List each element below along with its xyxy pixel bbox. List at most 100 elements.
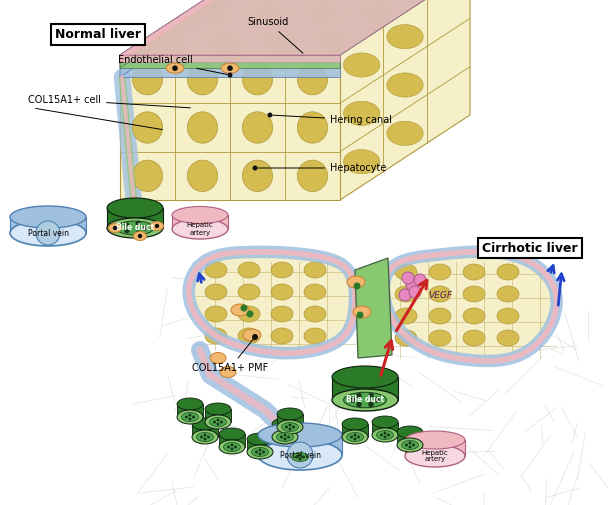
Ellipse shape — [258, 440, 342, 470]
Ellipse shape — [210, 352, 226, 364]
Text: Sinusoid: Sinusoid — [247, 17, 303, 53]
Ellipse shape — [304, 306, 326, 322]
Ellipse shape — [252, 334, 258, 340]
Ellipse shape — [230, 443, 233, 446]
Ellipse shape — [272, 418, 298, 430]
Polygon shape — [405, 440, 465, 456]
Ellipse shape — [297, 112, 328, 143]
Ellipse shape — [287, 442, 313, 468]
Ellipse shape — [221, 63, 239, 73]
Ellipse shape — [287, 438, 313, 450]
Ellipse shape — [405, 445, 465, 467]
Text: Cirrhotic liver: Cirrhotic liver — [482, 241, 578, 255]
Ellipse shape — [155, 224, 159, 228]
Ellipse shape — [395, 286, 417, 302]
Ellipse shape — [344, 392, 387, 408]
Ellipse shape — [252, 166, 258, 171]
Ellipse shape — [188, 418, 192, 421]
Ellipse shape — [380, 433, 383, 436]
Ellipse shape — [368, 401, 374, 407]
Ellipse shape — [247, 445, 273, 459]
Ellipse shape — [289, 428, 291, 430]
Ellipse shape — [205, 262, 227, 278]
Ellipse shape — [344, 149, 380, 174]
Polygon shape — [192, 424, 218, 437]
Ellipse shape — [271, 328, 293, 344]
Polygon shape — [120, 0, 470, 55]
Ellipse shape — [156, 32, 183, 49]
Ellipse shape — [463, 264, 485, 280]
Ellipse shape — [247, 433, 273, 445]
Polygon shape — [384, 251, 556, 361]
Ellipse shape — [395, 264, 417, 280]
Ellipse shape — [205, 403, 231, 415]
Ellipse shape — [172, 66, 178, 71]
Ellipse shape — [216, 419, 219, 422]
Ellipse shape — [304, 262, 326, 278]
Ellipse shape — [350, 435, 353, 438]
Ellipse shape — [187, 112, 218, 143]
Ellipse shape — [258, 452, 261, 456]
Ellipse shape — [177, 410, 203, 424]
Ellipse shape — [289, 424, 291, 427]
Ellipse shape — [107, 218, 163, 238]
Ellipse shape — [304, 284, 326, 300]
Ellipse shape — [497, 308, 519, 324]
Ellipse shape — [10, 206, 86, 228]
Polygon shape — [205, 409, 231, 422]
Ellipse shape — [368, 393, 374, 398]
Ellipse shape — [280, 435, 283, 438]
Ellipse shape — [220, 367, 236, 378]
Ellipse shape — [376, 430, 393, 439]
Ellipse shape — [429, 264, 451, 280]
Ellipse shape — [429, 286, 451, 302]
Ellipse shape — [188, 414, 192, 417]
Ellipse shape — [357, 435, 360, 438]
Ellipse shape — [234, 445, 237, 448]
Text: Bile duct: Bile duct — [116, 224, 154, 232]
Ellipse shape — [297, 64, 328, 95]
Ellipse shape — [216, 423, 219, 426]
Ellipse shape — [142, 226, 148, 230]
Ellipse shape — [210, 32, 238, 49]
Ellipse shape — [243, 329, 261, 341]
Ellipse shape — [238, 262, 260, 278]
Ellipse shape — [108, 224, 122, 232]
Ellipse shape — [262, 450, 265, 453]
Ellipse shape — [395, 308, 417, 324]
Ellipse shape — [266, 32, 293, 49]
Polygon shape — [287, 444, 313, 457]
Ellipse shape — [172, 219, 228, 239]
Ellipse shape — [125, 223, 130, 228]
Ellipse shape — [353, 433, 356, 436]
Ellipse shape — [36, 221, 60, 245]
Ellipse shape — [238, 284, 260, 300]
Text: VEGF: VEGF — [428, 291, 452, 300]
Ellipse shape — [356, 393, 362, 398]
Ellipse shape — [297, 160, 328, 191]
Ellipse shape — [353, 306, 371, 318]
Ellipse shape — [125, 228, 130, 233]
Ellipse shape — [10, 220, 86, 246]
Ellipse shape — [283, 437, 286, 440]
Ellipse shape — [243, 160, 272, 191]
Ellipse shape — [166, 63, 184, 73]
Ellipse shape — [207, 435, 210, 438]
Ellipse shape — [271, 306, 293, 322]
Ellipse shape — [344, 101, 380, 125]
Ellipse shape — [271, 284, 293, 300]
Text: Normal liver: Normal liver — [55, 28, 141, 41]
Ellipse shape — [116, 221, 154, 235]
Ellipse shape — [258, 423, 342, 447]
Ellipse shape — [258, 448, 261, 451]
Polygon shape — [120, 0, 250, 62]
Ellipse shape — [387, 121, 423, 145]
Ellipse shape — [227, 445, 230, 448]
Text: COL15A1+ PMF: COL15A1+ PMF — [192, 339, 268, 373]
Polygon shape — [120, 0, 470, 55]
Polygon shape — [332, 377, 398, 400]
Ellipse shape — [182, 413, 198, 422]
Ellipse shape — [304, 328, 326, 344]
Ellipse shape — [342, 430, 368, 444]
Ellipse shape — [277, 432, 294, 441]
